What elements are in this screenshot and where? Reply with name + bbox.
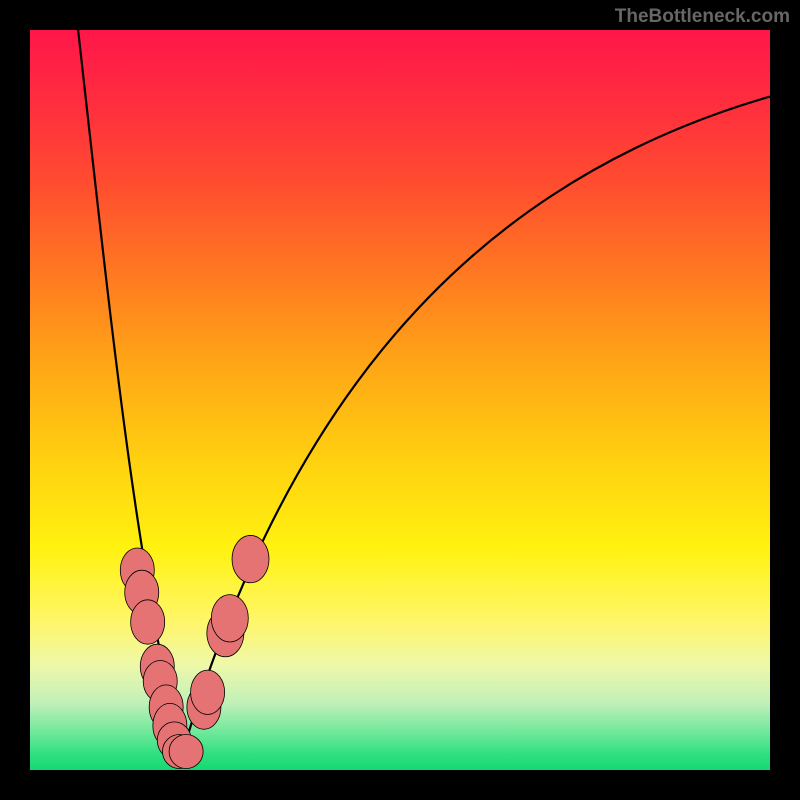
data-marker (169, 734, 203, 768)
data-marker (191, 670, 225, 714)
data-marker (232, 535, 269, 582)
bottleneck-chart (0, 0, 800, 800)
data-marker (131, 600, 165, 644)
watermark-text: TheBottleneck.com (615, 6, 790, 28)
chart-container: TheBottleneck.com (0, 0, 800, 800)
data-marker (211, 595, 248, 642)
